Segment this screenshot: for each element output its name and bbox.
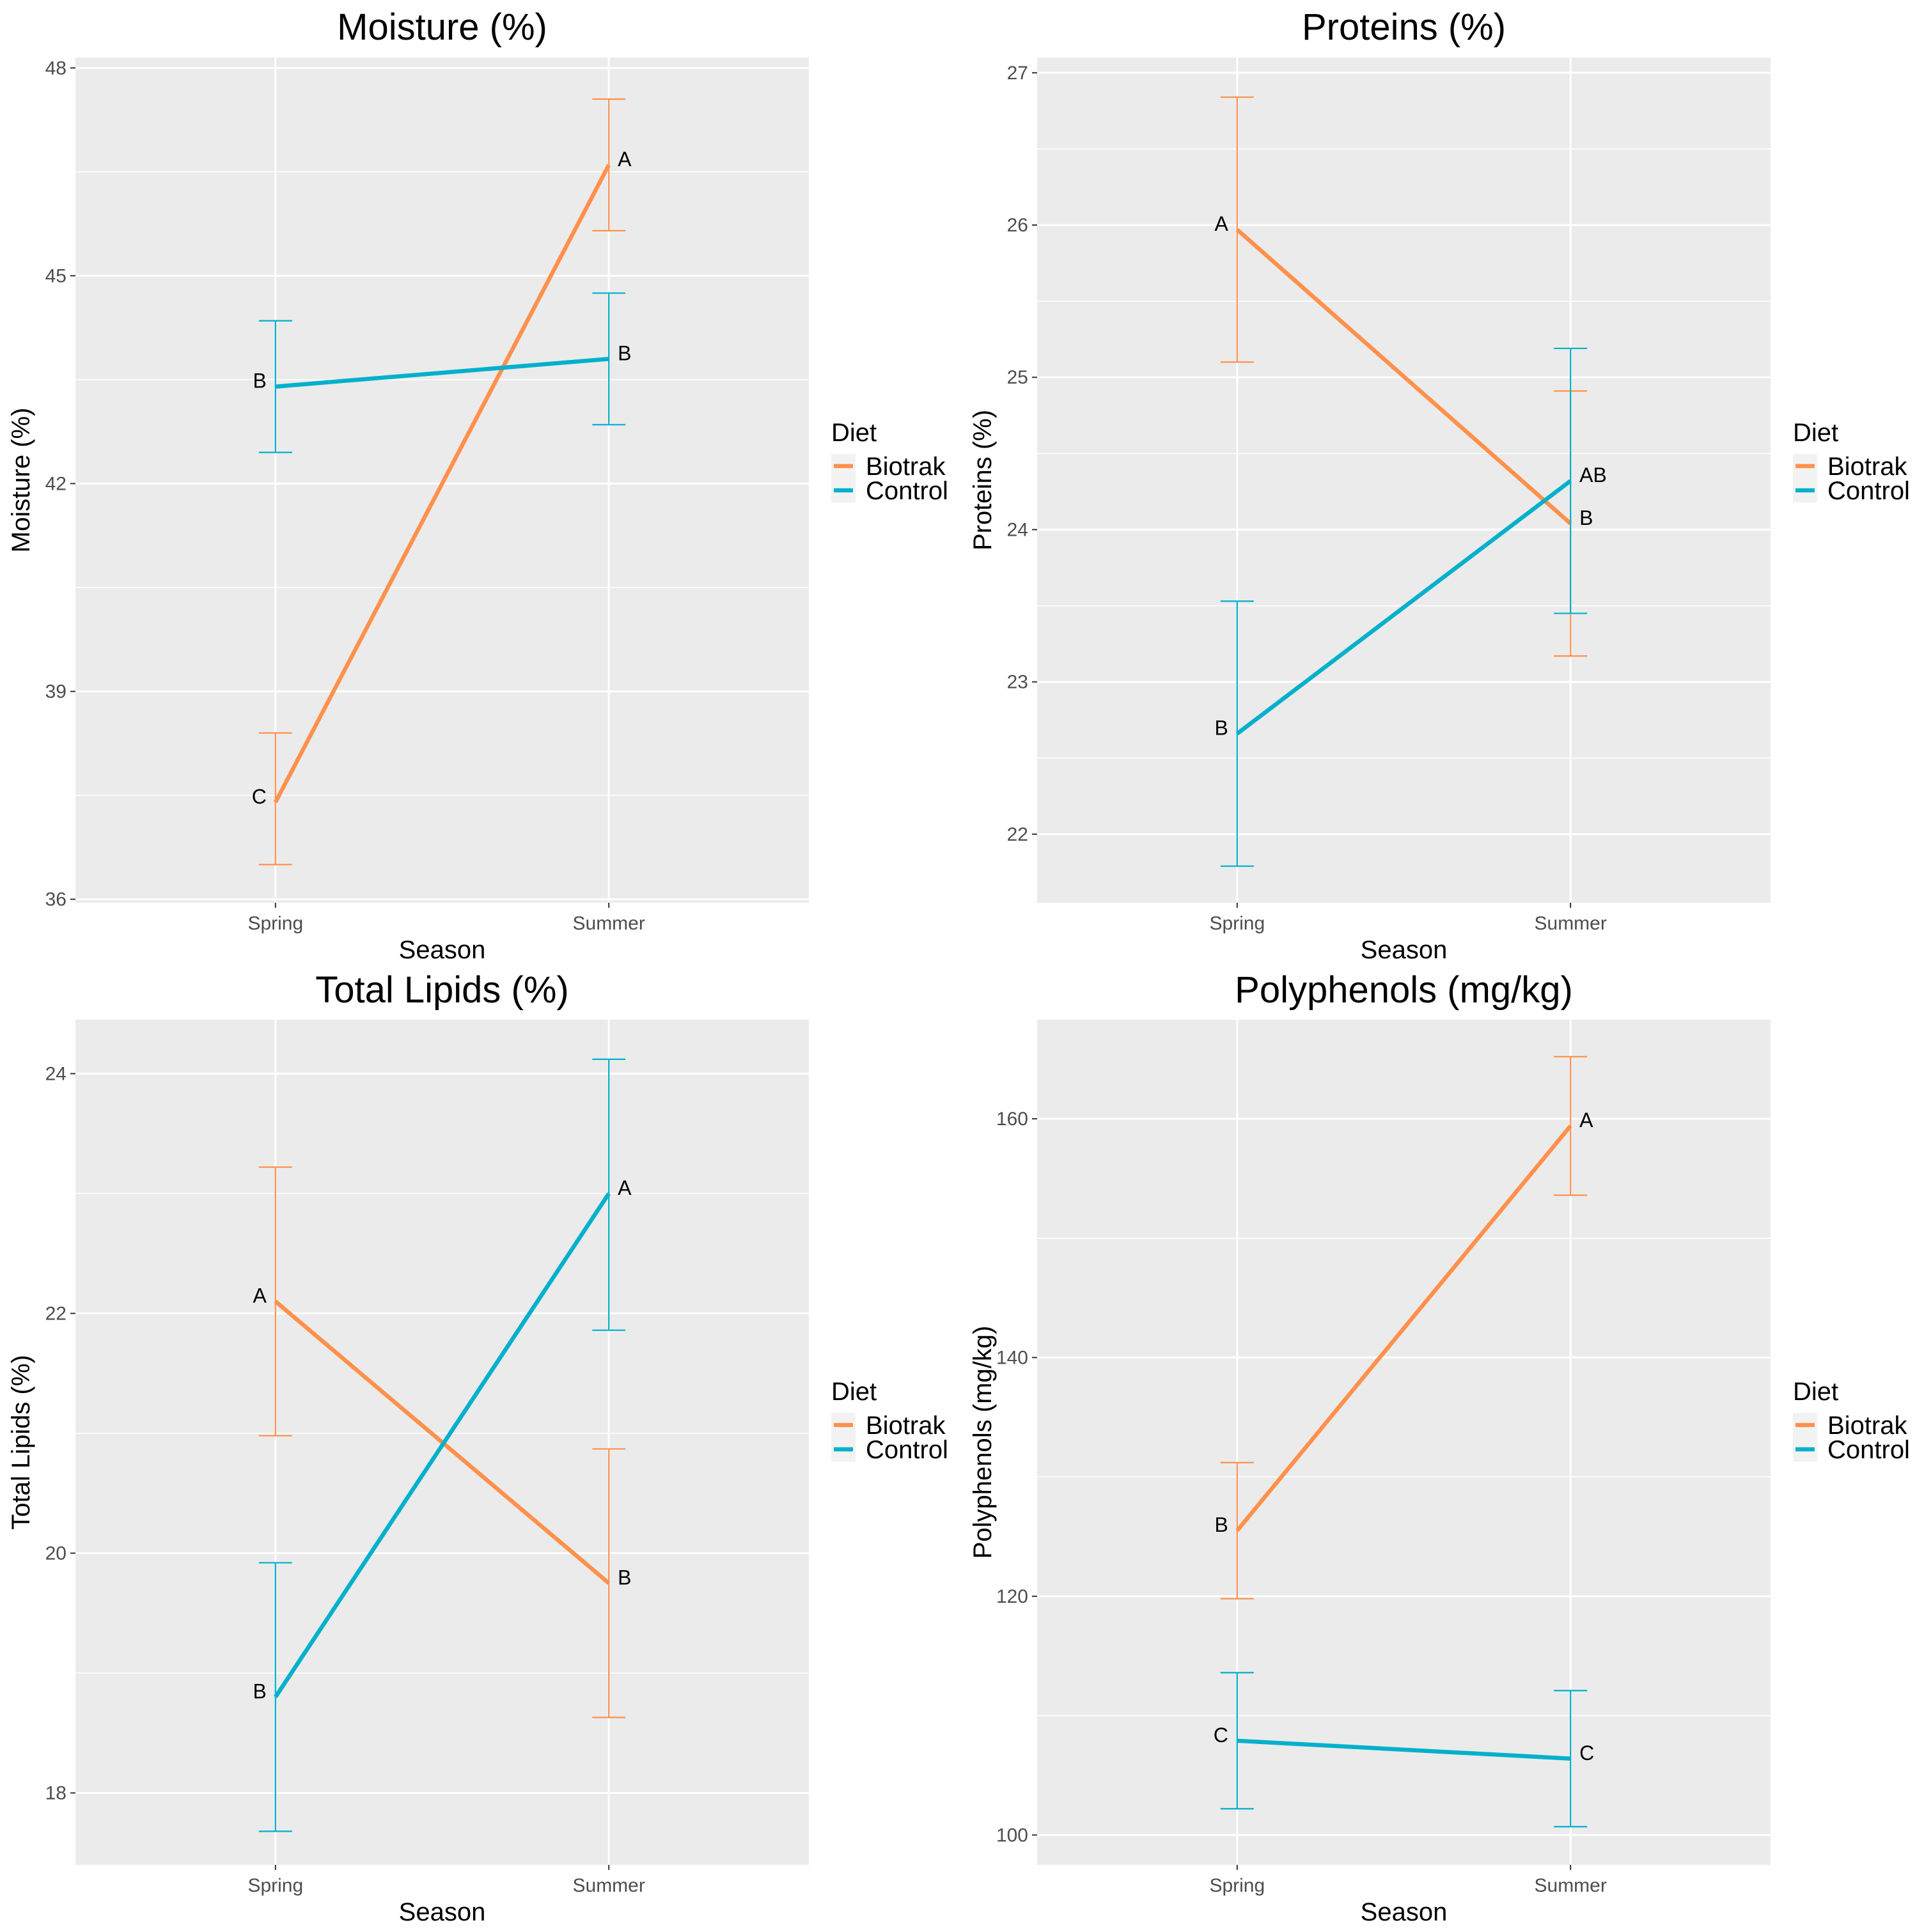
significance-letter: C xyxy=(252,785,267,808)
legend-label-biotrak: Biotrak xyxy=(1827,453,1907,481)
series-control: BB xyxy=(253,292,632,453)
series-line xyxy=(1235,479,1572,736)
significance-letter: A xyxy=(618,148,632,171)
y-tick-label: 22 xyxy=(1007,824,1028,845)
y-tick-label: 120 xyxy=(996,1586,1028,1607)
x-tick-label: Spring xyxy=(247,913,303,934)
x-tick-label: Spring xyxy=(247,1875,303,1896)
y-tick-label: 39 xyxy=(45,682,66,703)
series-line xyxy=(275,357,609,389)
x-tick-label: Spring xyxy=(1209,913,1265,934)
y-tick-label: 36 xyxy=(45,889,66,910)
x-axis-title: Season xyxy=(1361,936,1448,964)
significance-letter: B xyxy=(1579,506,1593,529)
y-tick-label: 24 xyxy=(45,1063,66,1084)
y-tick-label: 22 xyxy=(45,1303,66,1324)
legend-label-biotrak: Biotrak xyxy=(866,453,946,481)
series-biotrak: BA xyxy=(1214,1056,1593,1600)
significance-letter: C xyxy=(1214,1724,1228,1747)
x-tick-label: Summer xyxy=(1535,913,1607,934)
significance-letter: A xyxy=(618,1176,632,1199)
significance-letter: C xyxy=(1579,1741,1594,1765)
legend-label-control: Control xyxy=(1827,1436,1910,1464)
legend-label-control: Control xyxy=(866,477,948,505)
significance-letter: A xyxy=(1579,1109,1593,1132)
chart-title: Total Lipids (%) xyxy=(315,969,568,1011)
x-axis-title: Season xyxy=(399,936,486,964)
y-axis-title: Moisture (%) xyxy=(7,408,35,553)
significance-letter: A xyxy=(1214,212,1228,235)
x-tick-label: Summer xyxy=(573,913,645,934)
x-tick-label: Summer xyxy=(573,1875,645,1896)
y-tick-label: 100 xyxy=(996,1825,1028,1846)
x-axis-title: Season xyxy=(399,1898,486,1926)
legend-label-control: Control xyxy=(1827,477,1910,505)
significance-letter: B xyxy=(618,341,631,364)
y-tick-label: 27 xyxy=(1007,63,1028,84)
y-tick-label: 42 xyxy=(45,473,66,494)
y-axis-title: Total Lipids (%) xyxy=(7,1355,35,1529)
significance-letter: B xyxy=(618,1566,631,1589)
y-tick-label: 140 xyxy=(996,1347,1028,1368)
legend-title: Diet xyxy=(1793,419,1838,447)
y-tick-label: 26 xyxy=(1007,215,1028,236)
significance-letter: B xyxy=(1214,717,1228,740)
y-tick-label: 48 xyxy=(45,58,66,79)
y-tick-label: 160 xyxy=(996,1109,1028,1130)
legend-title: Diet xyxy=(1793,1378,1838,1406)
series-biotrak: CA xyxy=(252,98,632,866)
chart-title: Polyphenols (mg/kg) xyxy=(1235,969,1573,1011)
x-tick-label: Spring xyxy=(1209,1875,1265,1896)
series-line xyxy=(1235,1125,1572,1532)
y-tick-label: 23 xyxy=(1007,672,1028,693)
chart-title: Moisture (%) xyxy=(337,6,547,48)
series-biotrak: AB xyxy=(1214,96,1593,657)
series-line xyxy=(1237,1738,1571,1761)
y-tick-label: 25 xyxy=(1007,367,1028,388)
series-control: CC xyxy=(1214,1672,1594,1828)
x-axis-title: Season xyxy=(1361,1898,1448,1926)
y-axis-title: Proteins (%) xyxy=(969,410,997,550)
significance-letter: B xyxy=(1214,1513,1228,1536)
y-tick-label: 20 xyxy=(45,1543,66,1564)
plot-panel-background xyxy=(1037,58,1771,903)
series-line xyxy=(273,164,611,804)
legend-label-biotrak: Biotrak xyxy=(866,1412,946,1440)
y-axis-title: Polyphenols (mg/kg) xyxy=(969,1326,997,1559)
y-tick-label: 45 xyxy=(45,265,66,286)
y-tick-label: 18 xyxy=(45,1782,66,1803)
legend-label-biotrak: Biotrak xyxy=(1827,1412,1907,1440)
significance-letter: A xyxy=(253,1284,267,1307)
chart-title: Proteins (%) xyxy=(1302,6,1506,48)
y-tick-label: 24 xyxy=(1007,519,1028,540)
series-line xyxy=(274,1192,611,1699)
series-control: BA xyxy=(253,1058,632,1832)
series-line xyxy=(1235,228,1572,526)
significance-letter: B xyxy=(253,370,266,393)
x-tick-label: Summer xyxy=(1535,1875,1607,1896)
legend-title: Diet xyxy=(831,419,877,447)
significance-letter: B xyxy=(253,1679,266,1702)
legend-title: Diet xyxy=(831,1378,877,1406)
legend-label-control: Control xyxy=(866,1436,948,1464)
plot-panel-background xyxy=(1037,1020,1771,1865)
series-control: B AB xyxy=(1214,347,1607,867)
significance-letter: AB xyxy=(1579,464,1607,487)
